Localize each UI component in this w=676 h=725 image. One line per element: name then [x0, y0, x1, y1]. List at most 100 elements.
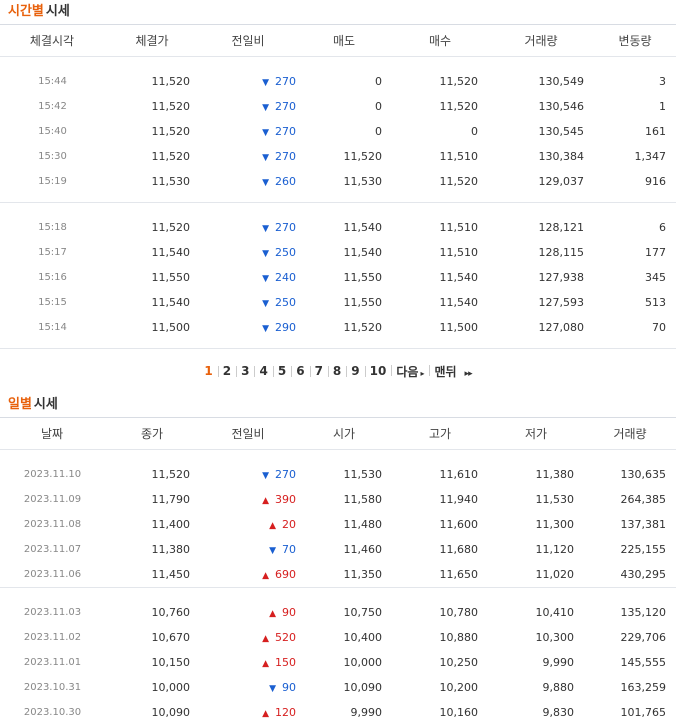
- bid-cell: 11,520: [392, 94, 488, 119]
- header-time: 체결시각: [0, 25, 104, 57]
- close-cell: 11,520: [104, 462, 200, 487]
- ask-cell: 0: [296, 94, 392, 119]
- page-link-6[interactable]: 6: [291, 364, 309, 378]
- down-arrow-icon: ▼: [262, 299, 269, 309]
- close-cell: 11,790: [104, 487, 200, 512]
- date-cell: 2023.10.31: [0, 675, 104, 700]
- diff-value: 270: [275, 125, 296, 138]
- page-link-8[interactable]: 8: [328, 364, 346, 378]
- high-cell: 11,600: [392, 512, 488, 537]
- close-cell: 11,380: [104, 537, 200, 562]
- volume-cell: 130,545: [488, 119, 594, 144]
- row-spacer: [0, 203, 676, 215]
- date-cell: 2023.11.08: [0, 512, 104, 537]
- volume-cell: 128,115: [488, 240, 594, 265]
- low-cell: 10,410: [488, 600, 584, 625]
- high-cell: 10,880: [392, 625, 488, 650]
- row-spacer: [0, 450, 676, 463]
- diff-cell: ▼ 270: [200, 144, 296, 169]
- volume-cell: 130,635: [584, 462, 676, 487]
- page-link-7[interactable]: 7: [310, 364, 328, 378]
- price-cell: 11,500: [104, 315, 200, 340]
- spacer-cell: [0, 194, 676, 203]
- close-cell: 10,760: [104, 600, 200, 625]
- time-cell: 15:14: [0, 315, 104, 340]
- page-link-1[interactable]: 1: [199, 364, 217, 378]
- volume-cell: 127,593: [488, 290, 594, 315]
- high-cell: 10,250: [392, 650, 488, 675]
- page-link-2[interactable]: 2: [218, 364, 236, 378]
- diff-cell: ▼70: [200, 537, 296, 562]
- page-link-4[interactable]: 4: [254, 364, 272, 378]
- bid-cell: 11,540: [392, 290, 488, 315]
- price-cell: 11,550: [104, 265, 200, 290]
- volume-cell: 163,259: [584, 675, 676, 700]
- page-link-9[interactable]: 9: [346, 364, 364, 378]
- time-cell: 15:16: [0, 265, 104, 290]
- change-cell: 513: [594, 290, 676, 315]
- diff-value: 270: [275, 75, 296, 88]
- open-cell: 9,990: [296, 700, 392, 725]
- page-link-10[interactable]: 10: [365, 364, 392, 378]
- diff-value: 270: [275, 100, 296, 113]
- page-link-5[interactable]: 5: [273, 364, 291, 378]
- ask-cell: 0: [296, 69, 392, 94]
- time-cell: 15:19: [0, 169, 104, 194]
- page-link-3[interactable]: 3: [236, 364, 254, 378]
- price-cell: 11,520: [104, 69, 200, 94]
- low-cell: 11,380: [488, 462, 584, 487]
- high-cell: 11,940: [392, 487, 488, 512]
- change-cell: 345: [594, 265, 676, 290]
- down-arrow-icon: ▼: [262, 471, 269, 481]
- next-page-link[interactable]: 다음▸: [391, 363, 429, 380]
- high-cell: 10,160: [392, 700, 488, 725]
- down-arrow-icon: ▼: [262, 249, 269, 259]
- change-cell: 6: [594, 215, 676, 240]
- bid-cell: 11,510: [392, 240, 488, 265]
- close-cell: 10,150: [104, 650, 200, 675]
- bid-cell: 11,500: [392, 315, 488, 340]
- diff-cell: ▼290: [200, 315, 296, 340]
- time-cell: 15:30: [0, 144, 104, 169]
- ask-cell: 11,550: [296, 290, 392, 315]
- time-cell: 15:44: [0, 69, 104, 94]
- change-cell: 3: [594, 69, 676, 94]
- down-arrow-icon: ▼: [262, 103, 269, 113]
- price-cell: 11,520: [104, 119, 200, 144]
- diff-value: 390: [275, 493, 296, 506]
- low-cell: 9,880: [488, 675, 584, 700]
- down-arrow-icon: ▼: [262, 153, 269, 163]
- up-arrow-icon: ▲: [269, 609, 276, 619]
- volume-cell: 127,938: [488, 265, 594, 290]
- time-table-header: 체결시각 체결가 전일비 매도 매수 거래량 변동량: [0, 25, 676, 57]
- header-ask: 매도: [296, 25, 392, 57]
- low-cell: 11,300: [488, 512, 584, 537]
- down-arrow-icon: ▼: [262, 128, 269, 138]
- low-cell: 9,990: [488, 650, 584, 675]
- up-arrow-icon: ▲: [262, 634, 269, 644]
- diff-cell: ▼ 270: [200, 94, 296, 119]
- header-low: 저가: [488, 418, 584, 450]
- diff-value: 260: [275, 175, 296, 188]
- open-cell: 10,750: [296, 600, 392, 625]
- down-arrow-icon: ▼: [262, 324, 269, 334]
- diff-value: 270: [275, 150, 296, 163]
- volume-cell: 229,706: [584, 625, 676, 650]
- diff-cell: ▼90: [200, 675, 296, 700]
- last-page-link[interactable]: 맨뒤▸▸: [429, 363, 476, 380]
- volume-cell: 135,120: [584, 600, 676, 625]
- daily-section-title-accent: 일별: [8, 397, 32, 412]
- bid-cell: 11,510: [392, 215, 488, 240]
